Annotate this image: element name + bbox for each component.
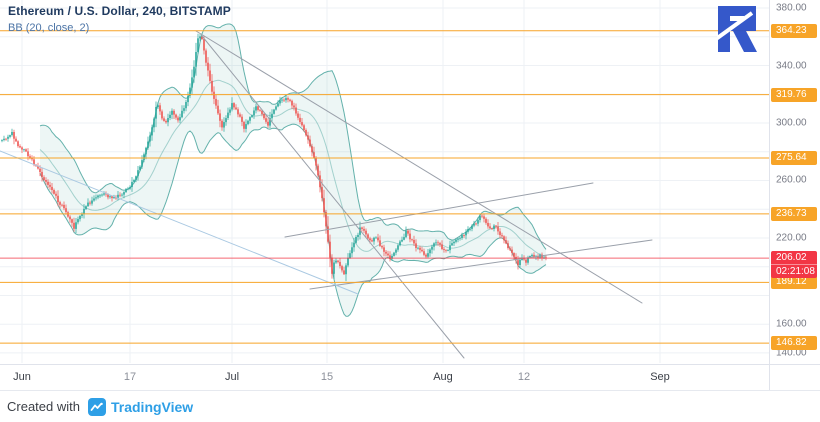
price-tick-label: 300.00 [776, 117, 807, 129]
chart-canvas[interactable]: Ethereum / U.S. Dollar, 240, BITSTAMP BB… [0, 0, 769, 364]
footer-separator [0, 390, 820, 391]
indicator-legend-bb[interactable]: BB (20, close, 2) [8, 22, 90, 34]
symbol-title[interactable]: Ethereum / U.S. Dollar, 240, BITSTAMP [8, 4, 231, 18]
price-tick-label: 140.00 [776, 347, 807, 359]
countdown-badge: 02:21:08 [771, 263, 817, 278]
time-tick-label: 12 [517, 371, 531, 383]
price-tick-label: 220.00 [776, 232, 807, 244]
axis-separator-horizontal [0, 364, 820, 365]
price-level-badge: 189.12 [771, 275, 817, 290]
time-axis[interactable]: Jun 17 Jul 15 Aug 12 Sep [0, 365, 769, 390]
price-tick-label: 340.00 [776, 60, 807, 72]
last-price-badge: 206.02 02:21:08 [771, 250, 817, 278]
time-tick-label: 17 [123, 371, 137, 383]
price-level-badge: 364.23 [771, 23, 817, 38]
price-tick-label: 260.00 [776, 174, 807, 186]
created-with-text: Created with [7, 399, 80, 414]
price-tick-label: 160.00 [776, 318, 807, 330]
price-axis[interactable]: 380.00 340.00 300.00 260.00 220.00 160.00 140.… [770, 0, 820, 364]
price-level-badge: 146.82 [771, 336, 817, 351]
price-level-badge: 319.76 [771, 87, 817, 102]
brand-r-logo [714, 6, 759, 57]
price-level-badge: 275.64 [771, 151, 817, 166]
chart-legend: Ethereum / U.S. Dollar, 240, BITSTAMP BB… [8, 4, 231, 34]
time-tick-label: 15 [320, 371, 334, 383]
time-tick-label: Jul [224, 371, 240, 383]
tradingview-wordmark[interactable]: TradingView [110, 398, 194, 415]
time-tick-label: Aug [433, 371, 453, 383]
time-tick-label: Jun [13, 371, 31, 383]
last-price-value: 206.02 [776, 251, 807, 263]
attribution-bar: Created with TradingView [0, 391, 820, 422]
price-tick-label: 380.00 [776, 2, 807, 14]
price-level-badge: 236.73 [771, 206, 817, 221]
price-chart-svg[interactable] [0, 0, 769, 364]
axis-separator-vertical [769, 0, 770, 390]
time-tick-label: Sep [650, 371, 670, 383]
tradingview-logo-icon[interactable] [87, 397, 106, 416]
